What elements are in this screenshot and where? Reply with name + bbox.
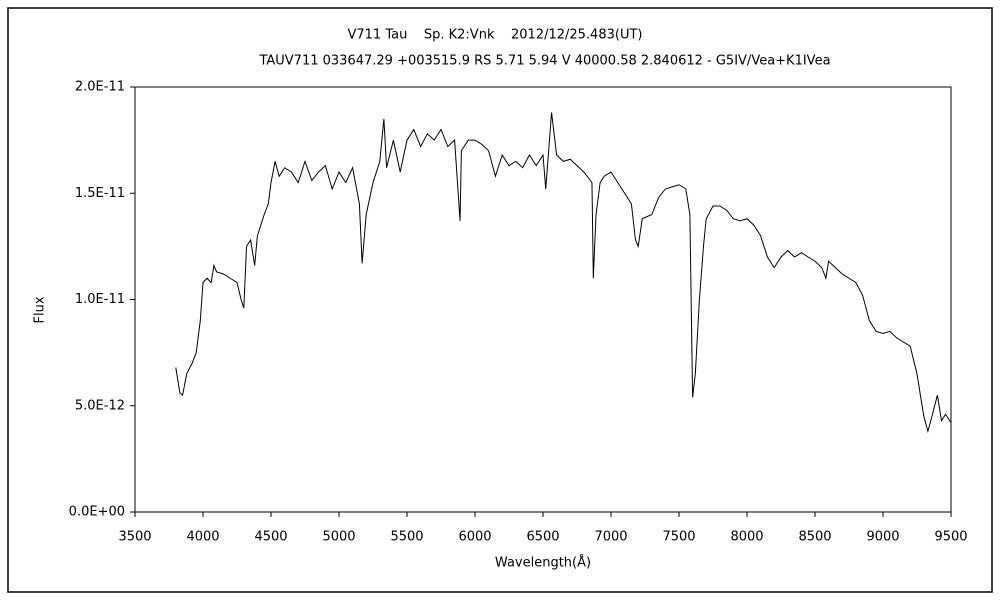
frame — [7, 7, 993, 593]
x-tick-label: 9500 — [934, 530, 967, 545]
x-tick-label: 8500 — [798, 530, 831, 545]
y-tick-label: 0.0E+00 — [69, 505, 125, 520]
x-tick-label: 8000 — [730, 530, 763, 545]
x-tick-label: 5000 — [322, 530, 355, 545]
x-tick-label: 3500 — [118, 530, 151, 545]
x-tick-label: 9000 — [866, 530, 899, 545]
y-tick-label: 1.5E-11 — [75, 186, 125, 201]
x-tick-label: 4500 — [254, 530, 287, 545]
x-axis-label: Wavelength(Å) — [495, 555, 591, 571]
spectrum-line — [175, 112, 952, 434]
x-tick-label: 5500 — [390, 530, 423, 545]
x-tick-label: 7500 — [662, 530, 695, 545]
chart-title: V711 Tau Sp. K2:Vnk 2012/12/25.483(UT) — [348, 28, 643, 43]
x-tick-label: 6000 — [458, 530, 491, 545]
y-tick-label: 2.0E-11 — [75, 80, 125, 95]
chart-subtitle: TAUV711 033647.29 +003515.9 RS 5.71 5.94… — [258, 54, 830, 69]
y-tick-label: 5.0E-12 — [75, 398, 125, 413]
y-axis-label: Flux — [33, 296, 48, 323]
y-tick-label: 1.0E-11 — [75, 292, 125, 307]
x-tick-label: 4000 — [186, 530, 219, 545]
x-tick-label: 6500 — [526, 530, 559, 545]
x-tick-label: 7000 — [594, 530, 627, 545]
